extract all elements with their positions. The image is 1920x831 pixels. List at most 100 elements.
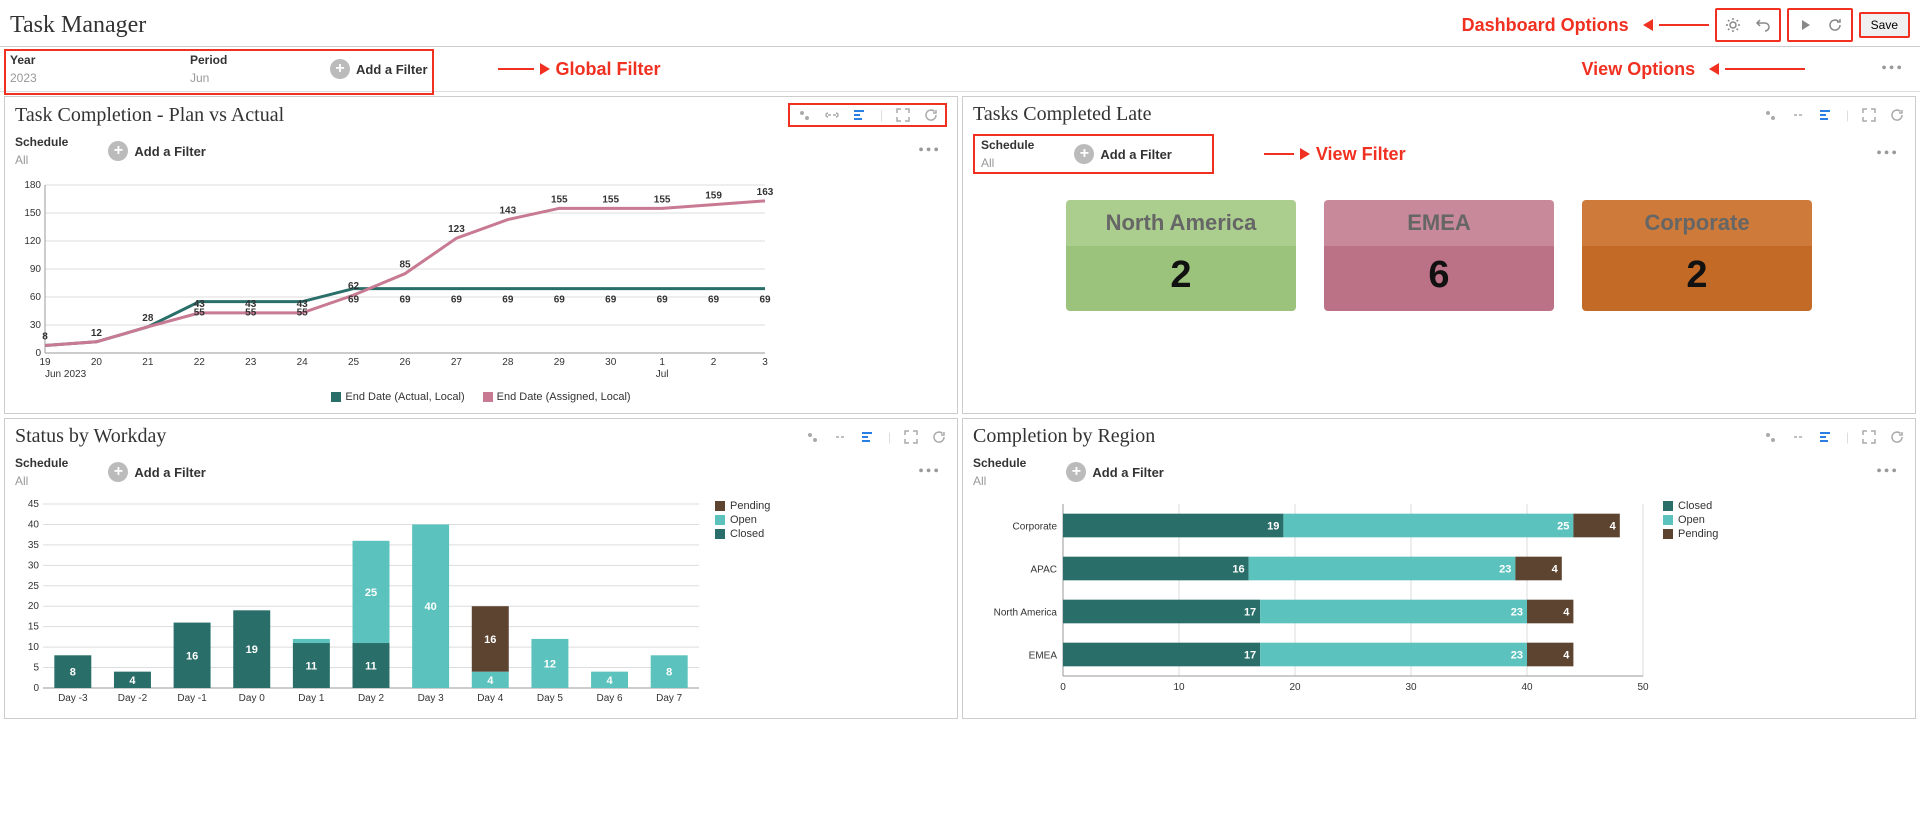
svg-text:50: 50 <box>1637 682 1649 693</box>
annotation-view-options: View Options <box>1582 59 1806 80</box>
panel-filter-value: All <box>15 153 68 167</box>
svg-text:Day 3: Day 3 <box>418 693 445 704</box>
add-filter-button[interactable]: + Add a Filter <box>330 59 428 79</box>
svg-text:5: 5 <box>33 663 39 674</box>
expand-icon[interactable] <box>895 107 911 123</box>
panel-filter-more-icon[interactable]: ••• <box>912 142 947 160</box>
global-filter-more-icon[interactable]: ••• <box>1875 60 1910 78</box>
tile[interactable]: EMEA6 <box>1324 200 1554 311</box>
svg-text:25: 25 <box>28 581 40 592</box>
page-title: Task Manager <box>10 12 146 39</box>
panel-completion-region: Completion by Region | Schedule All + <box>962 418 1916 719</box>
svg-text:4: 4 <box>487 675 494 687</box>
svg-text:4: 4 <box>1563 650 1570 662</box>
panel-filter-more-icon[interactable]: ••• <box>912 463 947 481</box>
svg-text:69: 69 <box>451 295 463 306</box>
panel-filter-value: All <box>973 474 1026 488</box>
hbar-chart: 0102030405019254Corporate16234APAC17234N… <box>973 498 1653 698</box>
link-icon[interactable] <box>832 429 848 445</box>
svg-text:4: 4 <box>1610 521 1617 533</box>
svg-text:35: 35 <box>28 540 40 551</box>
svg-text:180: 180 <box>24 180 41 191</box>
settings-icon[interactable] <box>1762 107 1778 123</box>
svg-text:16: 16 <box>1232 564 1244 576</box>
refresh-icon[interactable] <box>923 107 939 123</box>
link-icon[interactable] <box>824 107 840 123</box>
svg-text:25: 25 <box>1557 521 1569 533</box>
svg-text:28: 28 <box>142 313 154 324</box>
tile[interactable]: Corporate2 <box>1582 200 1812 311</box>
refresh-icon[interactable] <box>1889 107 1905 123</box>
panel-filter-schedule[interactable]: Schedule All <box>15 135 68 167</box>
svg-text:0: 0 <box>1060 682 1066 693</box>
view-options-toolbar: | <box>1762 429 1905 445</box>
tile[interactable]: North America2 <box>1066 200 1296 311</box>
panel-filter-label: Schedule <box>981 138 1034 152</box>
panel-filter-more-icon[interactable]: ••• <box>1870 463 1905 481</box>
panel-filter-label: Schedule <box>15 456 68 470</box>
panel-add-filter-label: Add a Filter <box>1092 465 1164 480</box>
refresh-icon[interactable] <box>931 429 947 445</box>
svg-text:40: 40 <box>425 601 437 613</box>
settings-icon[interactable] <box>1762 429 1778 445</box>
panel-filter-schedule[interactable]: Schedule All <box>973 456 1026 488</box>
panel-status-workday: Status by Workday | Schedule All + A <box>4 418 958 719</box>
panel-filter-label: Schedule <box>15 135 68 149</box>
filter-year[interactable]: Year 2023 <box>10 53 130 85</box>
svg-text:1: 1 <box>659 357 665 368</box>
expand-icon[interactable] <box>1861 429 1877 445</box>
svg-text:16: 16 <box>484 634 496 646</box>
line-chart: 0306090120150180192021222324252627282930… <box>15 177 775 387</box>
save-button[interactable]: Save <box>1859 12 1910 38</box>
chart-type-icon[interactable] <box>860 429 876 445</box>
expand-icon[interactable] <box>1861 107 1877 123</box>
svg-text:69: 69 <box>399 295 411 306</box>
expand-icon[interactable] <box>903 429 919 445</box>
settings-icon[interactable] <box>1719 12 1747 38</box>
panel-add-filter-button[interactable]: + Add a Filter <box>1066 462 1164 482</box>
svg-text:69: 69 <box>759 295 771 306</box>
undo-icon[interactable] <box>1749 12 1777 38</box>
view-options-toolbar: | <box>788 103 947 127</box>
panel-filter-schedule[interactable]: Schedule All <box>981 138 1034 170</box>
svg-text:55: 55 <box>194 308 206 319</box>
chart-type-icon[interactable] <box>852 107 868 123</box>
svg-text:EMEA: EMEA <box>1029 651 1058 662</box>
svg-text:22: 22 <box>194 357 206 368</box>
svg-text:10: 10 <box>1173 682 1185 693</box>
chart-type-icon[interactable] <box>1818 107 1834 123</box>
refresh-icon[interactable] <box>1821 12 1849 38</box>
link-icon[interactable] <box>1790 107 1806 123</box>
panel-add-filter-button[interactable]: + Add a Filter <box>1074 144 1172 164</box>
annotation-view-filter: View Filter <box>1264 144 1414 165</box>
svg-text:90: 90 <box>30 264 42 275</box>
svg-text:0: 0 <box>33 683 39 694</box>
settings-icon[interactable] <box>796 107 812 123</box>
svg-text:2: 2 <box>711 357 717 368</box>
refresh-icon[interactable] <box>1889 429 1905 445</box>
panel-add-filter-button[interactable]: + Add a Filter <box>108 141 206 161</box>
panel-filter-more-icon[interactable]: ••• <box>1870 145 1905 163</box>
settings-icon[interactable] <box>804 429 820 445</box>
chart-legend: PendingOpenClosed <box>715 498 770 708</box>
link-icon[interactable] <box>1790 429 1806 445</box>
svg-text:12: 12 <box>544 658 556 670</box>
panel-add-filter-button[interactable]: + Add a Filter <box>108 462 206 482</box>
svg-text:69: 69 <box>502 295 514 306</box>
annotation-dashboard-options: Dashboard Options <box>1462 15 1709 36</box>
filter-period-label: Period <box>190 53 290 67</box>
svg-text:12: 12 <box>91 328 103 339</box>
chart-type-icon[interactable] <box>1818 429 1834 445</box>
svg-text:143: 143 <box>500 206 517 217</box>
dashboard-run-group <box>1787 8 1853 42</box>
annotation-global-filter: Global Filter <box>498 59 669 80</box>
filter-period[interactable]: Period Jun <box>190 53 290 85</box>
panel-filter-value: All <box>981 156 1034 170</box>
panel-filter-schedule[interactable]: Schedule All <box>15 456 68 488</box>
svg-text:North America: North America <box>994 608 1058 619</box>
global-filter-bar: Year 2023 Period Jun + Add a Filter Glob… <box>0 47 1920 92</box>
svg-text:4: 4 <box>606 675 613 687</box>
play-icon[interactable] <box>1791 12 1819 38</box>
panel-add-filter-label: Add a Filter <box>134 144 206 159</box>
tile-value: 6 <box>1324 246 1554 311</box>
